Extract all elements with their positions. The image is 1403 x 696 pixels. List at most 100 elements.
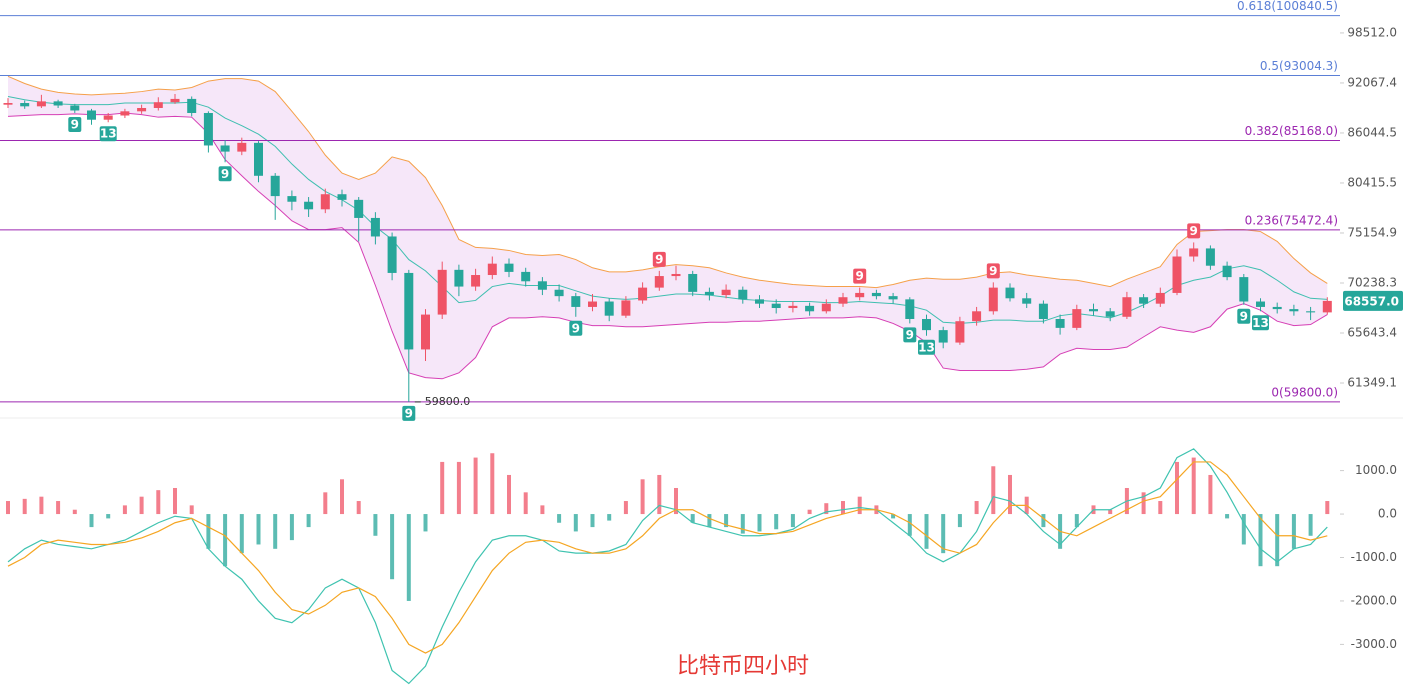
macd-bar [89,514,94,528]
macd-bar [974,501,979,515]
macd-bar [824,503,829,515]
macd-bar [557,514,562,523]
band-middle [7,95,1328,324]
td-badge [569,320,583,336]
macd-bar [540,505,545,515]
td-badge [903,327,917,343]
y-tick-label: 1000.0 [1355,463,1397,477]
y-tick-label: 75154.9 [1347,225,1397,239]
candle-body [87,110,96,120]
candle-body [805,305,815,312]
y-tick-label: 61349.1 [1347,376,1397,390]
macd-bar [774,514,779,530]
y-tick-label: 70238.3 [1347,275,1397,289]
candle-body [103,115,113,120]
candle-body [788,305,798,309]
td-label: 9 [906,328,914,342]
macd-bar [373,514,378,536]
candle-body [471,275,481,287]
macd-bar [841,501,845,515]
chart-title: 比特币四小时 [677,654,809,679]
candle-body [521,271,531,282]
macd-bar [173,487,177,515]
macd-bar [657,474,662,515]
y-tick-label: 0.0 [1378,507,1397,521]
macd-bar [924,514,929,549]
macd-bar [523,492,528,515]
low-label: 59800.0 [425,395,471,408]
candle-body [1172,256,1182,293]
candle-body [771,303,781,309]
candle-body [855,292,865,298]
macd-bar [724,514,729,528]
macd-bar [623,501,628,515]
td-label: 9 [71,117,79,131]
macd-bar [306,514,311,528]
td-label: 9 [1240,309,1248,323]
macd-bar [273,514,278,549]
candle-body [1322,300,1332,313]
macd-bar [323,492,328,515]
candle-body [671,273,681,277]
candle-body [354,199,364,218]
y-tick-label: 92067.4 [1347,75,1397,89]
candle-body [537,281,547,290]
macd-bar [957,514,962,528]
candle-body [905,299,915,319]
macd-bar [1008,474,1012,515]
macd-bar [1191,457,1196,515]
candle-body [1055,318,1065,328]
td-label: 9 [655,252,663,266]
candle-body [337,194,347,200]
candle-body [36,101,46,107]
macd-bar [1241,514,1246,545]
candle-body [137,107,147,112]
macd-bar [256,514,261,545]
macd-bar [674,487,678,515]
macd-bar [573,514,578,532]
candle-body [487,263,497,276]
td-label: 13 [1252,316,1269,330]
td-label: 9 [989,264,997,278]
macd-bar [390,514,395,580]
candle-body [70,105,80,111]
candle-body [1256,301,1265,307]
candle-body [304,201,314,210]
macd-bar [941,514,946,554]
macd-bar [590,514,595,528]
candle-body [838,297,848,304]
candle-body [237,142,247,152]
candle-body [187,98,197,113]
candle-body [320,194,330,210]
candle-body [1306,311,1316,313]
macd-bar [223,514,228,567]
macd-bar [857,496,862,515]
level-label: 0.5(93004.3) [1260,59,1338,73]
td-label: 9 [572,321,580,335]
candle-body [721,289,731,296]
macd-bar [991,466,996,515]
macd-bar [6,501,10,515]
td-label: 13 [918,340,935,354]
y-tick-label: 80415.5 [1347,175,1397,189]
candle-body [571,296,581,307]
macd-bar [39,496,44,515]
td-badge [218,166,232,182]
price-tag-label: 68557.0 [1344,294,1399,308]
candle-body [938,330,948,343]
td-label: 13 [100,127,117,141]
candle-body [504,263,514,272]
td-badge [986,263,1000,279]
macd-bar [440,461,445,515]
macd-bar [22,498,27,515]
candle-body [1189,248,1199,257]
band-upper [7,75,1328,289]
macd-bar [740,514,745,534]
candle-body [688,273,698,292]
candle-body [421,314,430,350]
macd-bar [891,514,896,519]
macd-bar [1225,514,1230,519]
candle-body [254,142,263,176]
macd-bar [1175,461,1179,515]
